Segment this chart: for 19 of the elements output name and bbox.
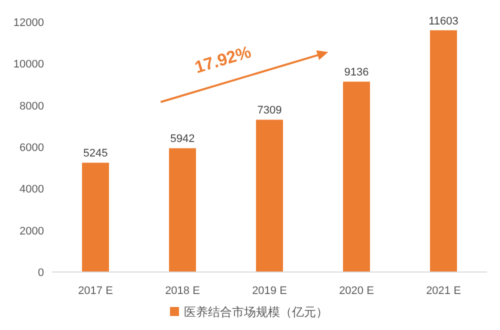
ytick: 8000	[20, 100, 44, 112]
xtick: 2021 E	[426, 285, 461, 297]
ytick: 6000	[20, 142, 44, 154]
ytick: 10000	[13, 58, 44, 71]
ytick: 12000	[13, 17, 44, 29]
data-label: 11603	[428, 15, 458, 28]
data-label: 5245	[83, 148, 108, 160]
xtick: 2018 E	[165, 285, 200, 297]
ytick: 2000	[20, 225, 44, 238]
data-label: 9136	[344, 66, 369, 79]
xtick: 2017 E	[78, 285, 113, 297]
ytick: 0	[38, 267, 44, 279]
legend: 医养结合市场规模（亿元）	[184, 305, 328, 319]
data-label: 5942	[170, 133, 195, 146]
xtick: 2020 E	[339, 285, 374, 297]
data-label: 7309	[257, 104, 282, 117]
annotation: 17.92%	[192, 42, 254, 78]
ytick: 4000	[20, 184, 44, 196]
xtick: 2019 E	[252, 285, 287, 297]
